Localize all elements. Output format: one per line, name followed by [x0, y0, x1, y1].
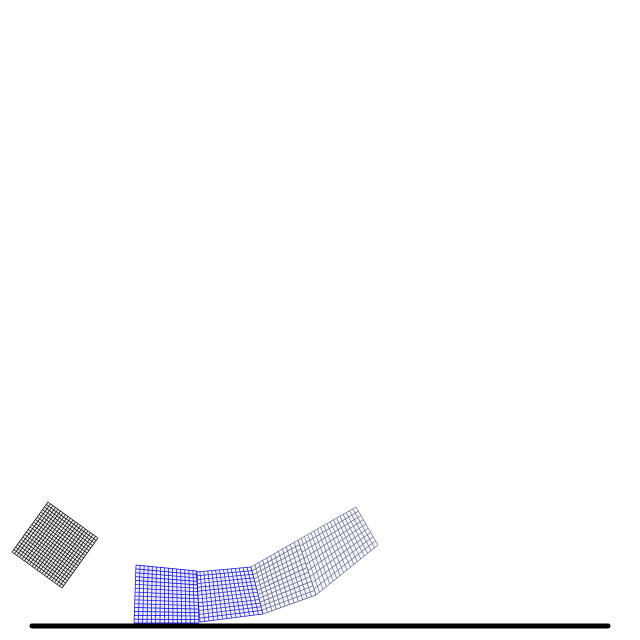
- slate-block-lower: [250, 539, 317, 615]
- dark-block: [11, 501, 99, 589]
- blue-block-left: [133, 564, 200, 624]
- blue-block-right: [195, 566, 264, 623]
- blocks-layer: [11, 501, 379, 624]
